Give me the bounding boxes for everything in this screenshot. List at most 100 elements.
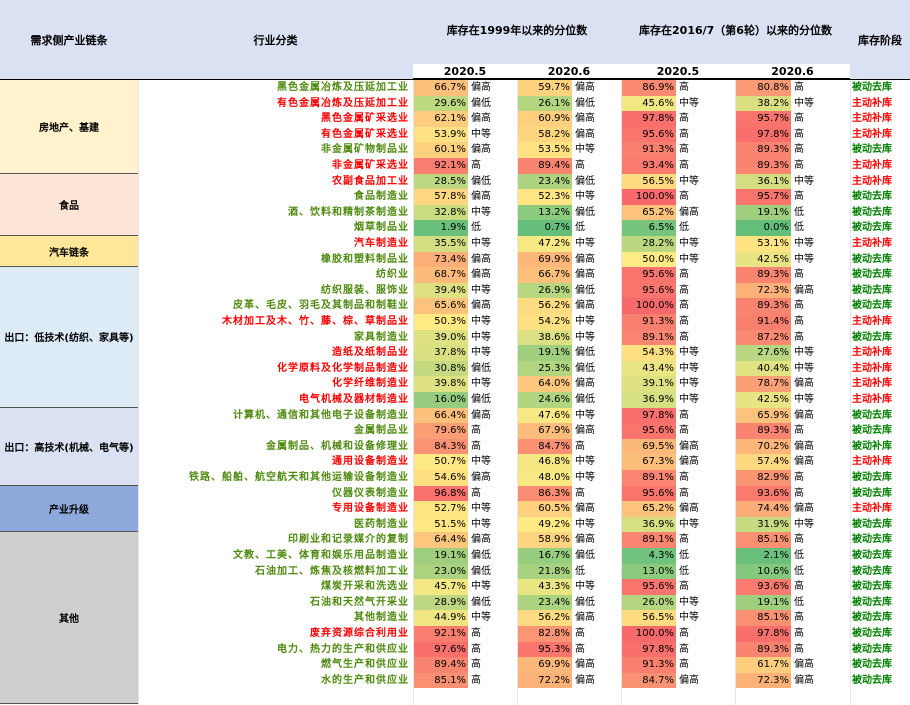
percentile-value: 89.1%	[621, 329, 676, 346]
industry-name: 铁路、船舶、航空航天和其他运输设备制造业	[189, 472, 409, 483]
percentile-level: 高	[471, 487, 481, 499]
percentile-value: 38.2%	[735, 95, 791, 112]
percentile-value: 30.8%	[413, 360, 468, 377]
industry-name: 非金属矿物制品业	[321, 144, 409, 156]
percentile-value: 60.9%	[517, 111, 572, 127]
percentile-level: 中等	[471, 581, 491, 593]
industry-name: 化学纤维制造业	[332, 378, 409, 390]
percentile-value: 66.7%	[517, 267, 572, 283]
percentile-value: 26.0%	[621, 594, 676, 611]
percentile-level: 低	[679, 222, 689, 234]
industry-name: 化学原料及化学制品制造业	[277, 362, 409, 374]
percentile-level: 低	[794, 565, 804, 577]
stage-label: 被动去库	[852, 425, 892, 437]
percentile-value: 38.6%	[517, 329, 572, 346]
percentile-level: 高	[679, 269, 689, 281]
percentile-level: 偏高	[794, 503, 814, 515]
industry-name: 电力、热力的生产和供应业	[277, 643, 409, 655]
industry-name: 其他制造业	[354, 612, 409, 624]
percentile-value: 42.5%	[735, 251, 791, 268]
percentile-level: 偏高	[471, 253, 491, 265]
grid-line	[517, 80, 518, 705]
percentile-value: 85.1%	[735, 610, 791, 626]
percentile-value: 61.7%	[735, 657, 791, 673]
percentile-level: 偏高	[471, 472, 491, 483]
percentile-value: 89.3%	[735, 142, 791, 158]
percentile-level: 高	[471, 440, 481, 452]
percentile-value: 95.6%	[621, 485, 676, 502]
percentile-level: 中等	[679, 394, 699, 405]
stage-label: 被动去库	[852, 284, 892, 296]
percentile-level: 偏高	[471, 534, 491, 546]
percentile-level: 偏高	[679, 674, 699, 686]
industry-name: 家具制造业	[354, 331, 409, 343]
percentile-level: 高	[679, 628, 689, 639]
percentile-value: 91.3%	[621, 142, 676, 158]
industry-name: 废弃资源综合利用业	[310, 628, 409, 639]
header-month-2: 2020.6	[517, 64, 621, 79]
percentile-level: 偏高	[471, 409, 491, 421]
percentile-value: 57.8%	[413, 189, 468, 205]
percentile-level: 高	[471, 628, 481, 639]
percentile-value: 86.3%	[517, 485, 572, 502]
percentile-level: 高	[679, 82, 689, 93]
industry-name: 石油加工、炼焦及核燃料加工业	[255, 565, 409, 577]
percentile-level: 高	[679, 659, 689, 671]
percentile-value: 67.9%	[517, 423, 572, 439]
percentile-level: 中等	[679, 378, 699, 390]
percentile-value: 97.8%	[735, 126, 791, 143]
percentile-level: 中等	[679, 253, 699, 265]
header-chain: 需求侧产业链条	[30, 33, 108, 47]
percentile-value: 66.7%	[413, 80, 468, 96]
percentile-value: 39.4%	[413, 282, 468, 299]
stage-label: 主动补库	[852, 347, 892, 359]
percentile-value: 85.1%	[413, 672, 468, 689]
stage-label: 被动去库	[852, 612, 892, 624]
percentile-value: 13.2%	[517, 204, 572, 221]
stage-label: 被动去库	[852, 565, 892, 577]
industry-name: 专用设备制造业	[332, 503, 409, 515]
percentile-value: 73.4%	[413, 251, 468, 268]
percentile-level: 中等	[471, 331, 491, 343]
percentile-level: 偏高	[575, 128, 595, 140]
percentile-level: 中等	[471, 518, 491, 530]
percentile-value: 31.9%	[735, 516, 791, 533]
percentile-level: 中等	[575, 191, 595, 203]
percentile-level: 偏高	[794, 409, 814, 421]
percentile-level: 中等	[794, 175, 814, 187]
percentile-level: 偏低	[575, 596, 595, 608]
percentile-level: 偏低	[471, 394, 491, 405]
percentile-value: 2.1%	[735, 548, 791, 564]
percentile-level: 偏高	[575, 113, 595, 125]
stage-label: 被动去库	[852, 659, 892, 671]
percentile-level: 偏高	[575, 300, 595, 312]
percentile-value: 27.6%	[735, 345, 791, 361]
percentile-level: 低	[794, 222, 804, 234]
percentile-level: 中等	[575, 144, 595, 156]
percentile-value: 36.1%	[735, 173, 791, 190]
percentile-level: 中等	[471, 456, 491, 468]
percentile-level: 偏低	[471, 362, 491, 374]
percentile-level: 高	[794, 316, 804, 327]
grid-line	[850, 80, 851, 705]
percentile-level: 中等	[575, 316, 595, 327]
percentile-value: 49.2%	[517, 516, 572, 533]
percentile-level: 偏高	[679, 440, 699, 452]
percentile-level: 偏高	[794, 440, 814, 452]
percentile-value: 6.5%	[621, 220, 676, 236]
percentile-level: 中等	[794, 97, 814, 109]
percentile-level: 高	[679, 144, 689, 156]
percentile-level: 偏高	[471, 300, 491, 312]
percentile-level: 偏高	[575, 378, 595, 390]
percentile-level: 偏高	[471, 113, 491, 125]
percentile-value: 51.5%	[413, 516, 468, 533]
percentile-value: 74.4%	[735, 501, 791, 517]
percentile-value: 95.7%	[735, 111, 791, 127]
percentile-level: 高	[794, 144, 804, 156]
percentile-level: 偏高	[794, 659, 814, 671]
industry-name: 金属制品业	[354, 425, 409, 437]
stage-label: 被动去库	[852, 300, 892, 312]
percentile-level: 高	[794, 300, 804, 312]
industry-name: 酒、饮料和精制茶制造业	[288, 206, 409, 218]
percentile-level: 高	[794, 487, 804, 499]
